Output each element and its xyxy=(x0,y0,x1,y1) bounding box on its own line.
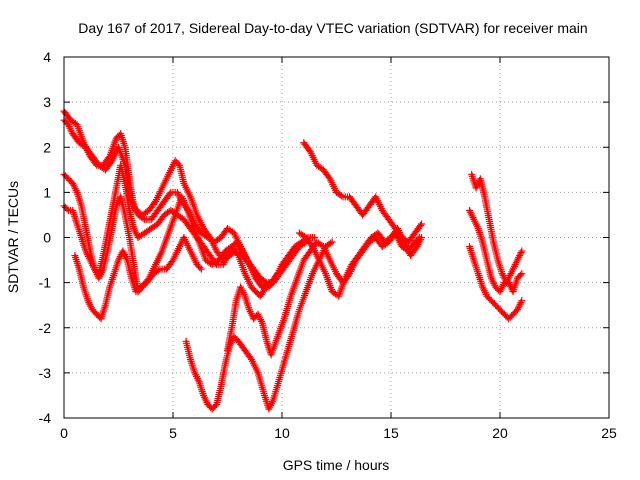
data-point-marker xyxy=(154,266,162,274)
series-trace xyxy=(185,241,333,410)
chart-title: Day 167 of 2017, Sidereal Day-to-day VTE… xyxy=(78,20,587,36)
data-point-marker xyxy=(211,402,219,410)
data-point-marker xyxy=(264,280,272,288)
data-point-marker xyxy=(265,279,273,287)
data-point-marker xyxy=(197,265,205,273)
data-point-marker xyxy=(166,190,174,198)
data-point-marker xyxy=(233,250,241,258)
series-2 xyxy=(60,116,319,291)
series-5 xyxy=(71,234,205,323)
data-point-marker xyxy=(518,297,526,305)
data-point-marker xyxy=(418,234,426,241)
data-point-marker xyxy=(63,205,71,213)
y-tick-label: -1 xyxy=(39,275,52,291)
data-point-marker xyxy=(337,192,345,200)
y-tick-label: 2 xyxy=(43,139,51,155)
y-tick-label: 1 xyxy=(43,184,51,200)
data-point-marker xyxy=(516,252,524,260)
data-point-marker xyxy=(274,270,282,278)
y-axis-label: SDTVAR / TECUs xyxy=(5,181,21,293)
data-point-marker xyxy=(311,234,319,241)
data-point-marker xyxy=(174,160,182,168)
data-point-marker xyxy=(516,250,524,258)
series-8 xyxy=(300,139,426,246)
series-9 xyxy=(295,224,426,300)
y-tick-label: -3 xyxy=(39,365,52,381)
gridlines xyxy=(64,57,609,418)
data-point-marker xyxy=(518,247,526,255)
y-tick-label: -2 xyxy=(39,320,52,336)
x-tick-label: 15 xyxy=(383,425,399,441)
data-point-marker xyxy=(273,271,281,279)
data-series xyxy=(60,107,526,413)
series-6 xyxy=(182,238,336,413)
data-point-marker xyxy=(105,154,113,162)
data-point-marker xyxy=(418,220,426,228)
x-tick-label: 20 xyxy=(492,425,508,441)
x-tick-label: 25 xyxy=(601,425,617,441)
y-tick-label: -4 xyxy=(39,410,52,426)
y-tick-label: 0 xyxy=(43,230,51,246)
data-point-marker xyxy=(327,239,335,247)
data-point-marker xyxy=(518,270,526,278)
x-axis-label: GPS time / hours xyxy=(283,457,390,473)
series-trace xyxy=(302,142,423,244)
series-4 xyxy=(60,193,273,300)
x-tick-label: 10 xyxy=(274,425,290,441)
y-tick-label: 4 xyxy=(43,49,51,65)
data-point-marker xyxy=(517,249,525,257)
x-tick-label: 5 xyxy=(169,425,177,441)
data-point-marker xyxy=(416,221,424,229)
series-7 xyxy=(224,229,423,359)
data-point-marker xyxy=(196,264,204,272)
y-tick-label: 3 xyxy=(43,94,51,110)
series-10 xyxy=(468,170,526,287)
data-point-marker xyxy=(516,271,524,279)
axis-ticks: 0 5 10 15 20 25 -4 -3 -2 -1 0 1 2 3 4 xyxy=(39,49,617,441)
series-11 xyxy=(465,206,526,296)
x-tick-label: 0 xyxy=(60,425,68,441)
series-12 xyxy=(465,243,526,323)
data-point-marker xyxy=(328,238,336,246)
